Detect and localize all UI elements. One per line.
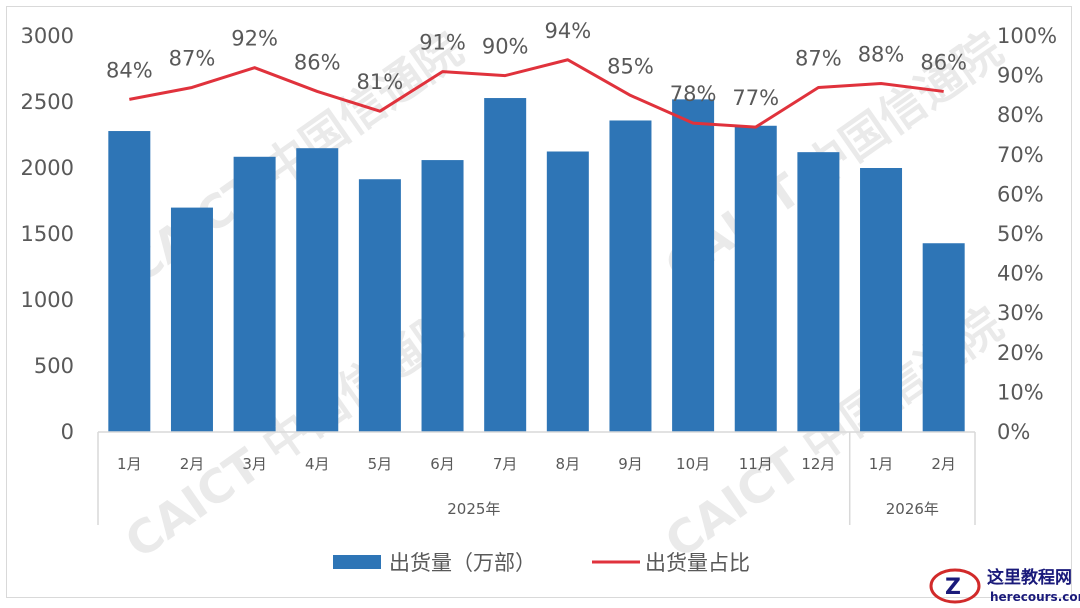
x-tick-label: 8月 [556,455,581,473]
data-label: 81% [357,70,404,94]
data-label: 84% [106,58,153,82]
x-tick-label: 5月 [368,455,393,473]
x-tick-label: 3月 [242,455,267,473]
x-tick-label: 10月 [676,455,710,473]
logo-name: 这里教程网 [987,567,1072,588]
y-right-tick-label: 50% [997,222,1044,246]
x-tick-label: 9月 [618,455,643,473]
bar [734,125,777,432]
bar [170,207,213,432]
data-label: 91% [419,31,466,55]
x-tick-label: 11月 [739,455,773,473]
data-label: 86% [920,50,967,74]
data-label: 87% [169,46,216,70]
y-right-tick-label: 20% [997,341,1044,365]
bar [609,120,652,432]
y-left-tick-label: 2500 [21,90,74,114]
bar [672,99,715,433]
x-group-label: 2025年 [447,500,500,518]
bar [484,98,527,432]
share-line [129,58,944,129]
data-label: 86% [294,50,341,74]
y-right-tick-label: 100% [997,24,1057,48]
y-left-tick-label: 1000 [21,288,74,312]
legend-line-label: 出货量占比 [645,551,750,575]
bar [296,148,339,432]
data-label: 77% [732,86,779,110]
bar [546,151,589,432]
data-label: 78% [670,82,717,106]
x-tick-label: 2月 [931,455,956,473]
logo-url: herecours.com [990,590,1080,604]
y-right-tick-label: 60% [997,182,1044,206]
y-left-tick-label: 0 [61,420,74,444]
data-label: 94% [544,19,591,43]
bar [233,156,276,432]
y-right-tick-label: 90% [997,64,1044,88]
bar [108,131,151,433]
data-label: 85% [607,54,654,78]
y-right-tick-label: 10% [997,380,1044,404]
y-left-tick-label: 2000 [21,156,74,180]
x-tick-label: 1月 [869,455,894,473]
bar [358,179,401,432]
logo-mark-icon: Z [945,575,961,600]
x-tick-label: 4月 [305,455,330,473]
x-tick-label: 7月 [493,455,518,473]
legend-bar-swatch [333,555,381,569]
y-right-tick-label: 40% [997,262,1044,286]
y-right-tick-label: 70% [997,143,1044,167]
line-series: 84% 87% 92% 86% 81% 91% 90% 94% 85% 78% 77% 87% 88% 8… [106,19,967,129]
x-tick-label: 2月 [180,455,205,473]
legend: 出货量（万部） 出货量占比 [333,551,750,575]
legend-bar-label: 出货量（万部） [389,551,536,575]
y-right-tick-label: 30% [997,301,1044,325]
bar [797,152,840,432]
y-left-tick-label: 500 [34,354,74,378]
x-group-label: 2026年 [886,500,939,518]
bar [421,160,464,432]
data-label: 88% [858,43,905,67]
data-label: 90% [482,35,529,59]
data-label: 92% [231,27,278,51]
watermark: CAICT 中国信通院 [115,297,472,569]
y-right-tick-label: 0% [997,420,1030,444]
bar [922,243,965,432]
y-left-tick-label: 1500 [21,222,74,246]
y-left-tick-label: 3000 [21,24,74,48]
axes: 0 500 1000 1500 2000 2500 3000 0% 10% 20% 30% 40% 50… [21,24,1057,525]
x-tick-label: 6月 [430,455,455,473]
bar-series [108,98,965,433]
bar [860,168,903,432]
logo-ring-icon [929,568,981,604]
x-tick-label: 12月 [801,455,835,473]
site-logo: Z 这里教程网 herecours.com [929,567,1080,604]
y-right-tick-label: 80% [997,103,1044,127]
x-tick-label: 1月 [117,455,142,473]
data-label: 87% [795,46,842,70]
chart-frame [6,6,1072,598]
